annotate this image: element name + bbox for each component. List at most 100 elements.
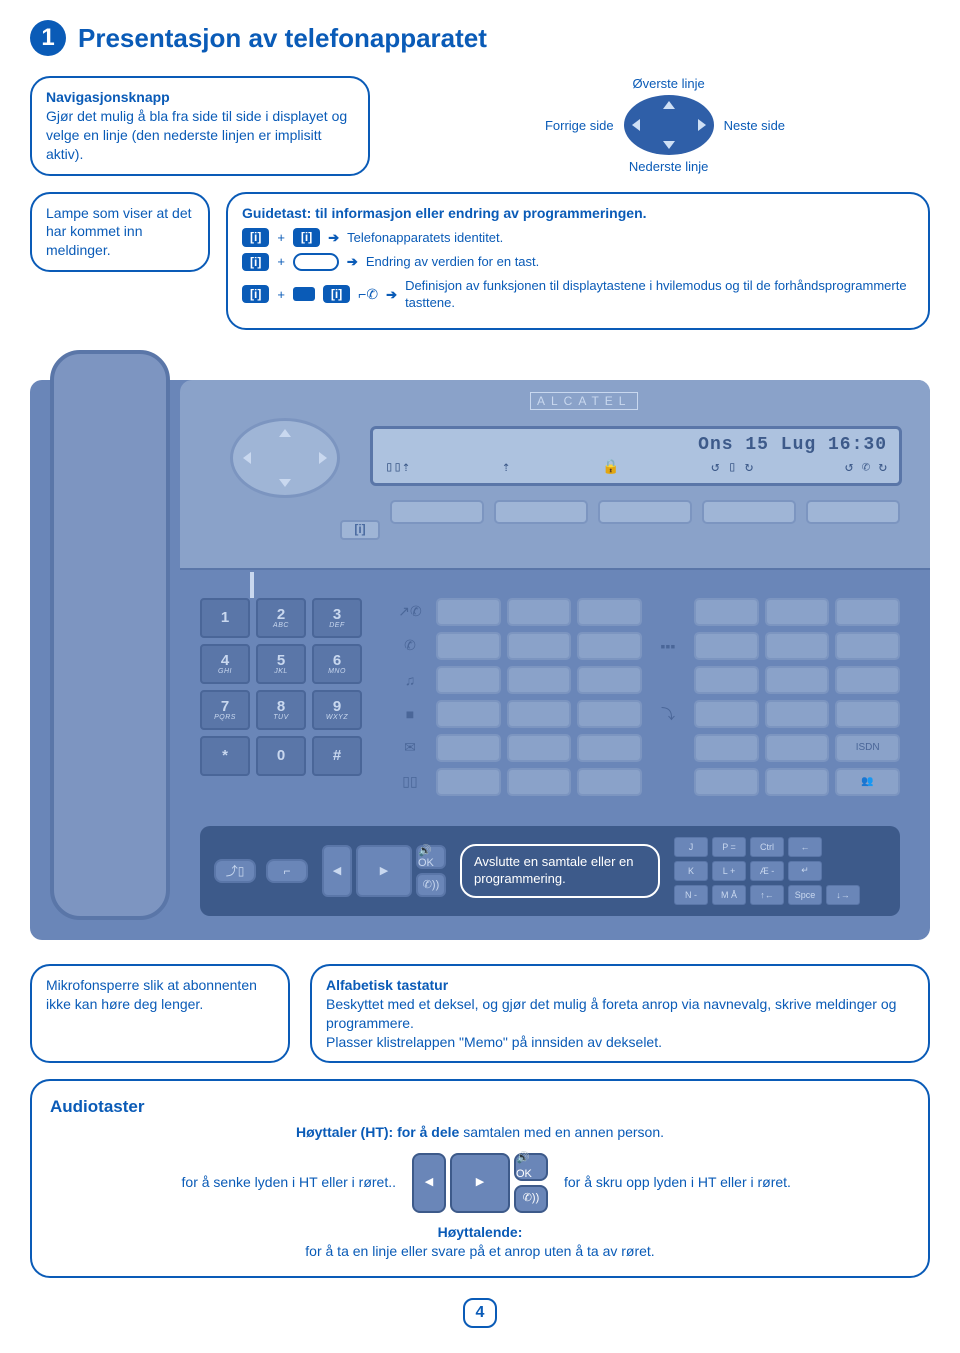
handsfree-key: ✆)) [416,873,446,897]
info-chip-icon: [i] [242,285,269,303]
guide-line-1-text: Telefonapparatets identitet. [347,229,503,247]
page-number: 4 [463,1298,497,1328]
nav-pad [230,418,340,498]
key-5: 5JKL [256,644,306,684]
audio-callout: Audiotaster Høyttaler (HT): for å dele s… [30,1079,930,1278]
info-key: [i] [340,520,380,540]
key-8: 8TUV [256,690,306,730]
info-chip-icon: [i] [323,285,350,303]
func-key [507,666,572,694]
alpha-key: N - [674,885,708,905]
vol-up-key: ▶ [356,845,412,897]
nav-callout-body: Gjør det mulig å bla fra side til side i… [46,107,354,164]
alpha-key: ← [788,837,822,857]
oval-key-icon [293,253,339,271]
numeric-keypad: 1 2ABC 3DEF 4GHI 5JKL 6MNO 7PQRS 8TUV 9W… [200,598,362,776]
alpha-key: K [674,861,708,881]
func-icon: ▯▯ [390,768,430,796]
func-key [765,768,830,796]
audio-row: for å senke lyden i HT eller i røret.. ◀… [50,1153,910,1213]
hf-body: for å ta en linje eller svare på et anro… [305,1243,654,1259]
alpha-key: ↑← [750,885,784,905]
mini-key-icon [293,287,315,301]
softkey [390,500,484,524]
end-call-heading: Avslutte en [474,854,538,869]
func-key [577,768,642,796]
handset [50,350,170,920]
func-key-isdn: ISDN [835,734,900,762]
arrow-icon: ➔ [328,229,339,247]
page-title-row: 1 Presentasjon av telefonapparatet [30,20,930,56]
func-key [436,700,501,728]
audio-left-text: for å senke lyden i HT eller i røret.. [166,1173,396,1193]
phone-illustration: ALCATEL Ons 15 Lug 16:30 ▯▯⇡ ⇡ 🔒 ↺ ▯ ↻ ↺… [30,350,930,940]
nav-label-left: Forrige side [545,118,614,133]
audio-diagram: ◀ 🔊 OK ▶ ✆)) [412,1153,548,1213]
func-key [507,768,572,796]
func-key [835,598,900,626]
speaker-ok-key: 🔊 OK [416,845,446,869]
alpha-key: Spce [788,885,822,905]
nav-callout: Navigasjonsknapp Gjør det mulig å bla fr… [30,76,370,176]
speaker-ok-icon: 🔊 OK [514,1153,548,1181]
func-key [507,632,572,660]
func-key [694,700,759,728]
alpha-key: Ctrl [750,837,784,857]
func-key [577,598,642,626]
func-icon: ⤵ [648,700,688,728]
ht-body: samtalen med en annen person. [463,1124,664,1140]
func-icon: ▪▪▪ [648,632,688,660]
softkeys-row [390,500,900,524]
hold-key: ⤴▯ [214,859,256,883]
nav-dpad-box: Øverste linje Forrige side Neste side Ne… [400,76,930,174]
func-key [694,734,759,762]
alpha-key: Æ - [750,861,784,881]
func-key [765,632,830,660]
guide-line-3: [i] + [i] ⌐✆ ➔ Definisjon av funksjonen … [242,277,914,312]
func-key [835,632,900,660]
ht-heading: Høyttaler (HT): for å dele [296,1124,459,1140]
func-key [765,734,830,762]
func-key [835,666,900,694]
func-key [694,632,759,660]
nav-label-top: Øverste linje [632,76,704,91]
func-key [577,700,642,728]
key-7: 7PQRS [200,690,250,730]
func-icon [648,734,688,762]
func-key [694,598,759,626]
handset-icon: ⌐✆ [358,285,378,304]
func-key [507,598,572,626]
func-key-people: 👥 [835,768,900,796]
func-icon: ■ [390,700,430,728]
function-key-grid: ↗✆ ✆ ▪▪▪ ♫ ■ ⤵ ✉ ISDN ▯▯ 👥 [390,598,900,796]
alpha-callout-body2: Plasser klistrelappen "Memo" på innsiden… [326,1033,914,1052]
func-key [694,666,759,694]
key-6: 6MNO [312,644,362,684]
key-4: 4GHI [200,644,250,684]
row-guide: Lampe som viser at det har kommet inn me… [30,192,930,330]
audio-callout-title: Audiotaster [50,1095,910,1119]
key-1: 1 [200,598,250,638]
title-badge: 1 [30,20,66,56]
vol-down-key: ◀ [322,845,352,897]
guide-callout-heading: Guidetast: til informasjon eller endring… [242,204,914,223]
message-lamp [250,572,254,598]
brand-label: ALCATEL [530,392,638,410]
end-call-callout: Avslutte en samtale eller en programmeri… [460,844,660,898]
nav-label-right: Neste side [724,118,785,133]
func-key [577,632,642,660]
softkey [598,500,692,524]
func-key [835,700,900,728]
display-screen: Ons 15 Lug 16:30 ▯▯⇡ ⇡ 🔒 ↺ ▯ ↻ ↺ ✆ ↻ [370,426,902,486]
title-text: Presentasjon av telefonapparatet [78,23,487,54]
alpha-keyboard: J P = Ctrl ← K L + Æ - ↵ N - M Å ↑← Spce… [674,837,860,905]
func-key [577,666,642,694]
func-key [765,666,830,694]
display-line2: ▯▯⇡ ⇡ 🔒 ↺ ▯ ↻ ↺ ✆ ↻ [385,459,887,476]
row-mic-alpha: Mikrofonsperre slik at abonnenten ikke k… [30,964,930,1064]
func-key [436,598,501,626]
alpha-callout-body: Beskyttet med et deksel, og gjør det mul… [326,995,914,1033]
func-key [765,598,830,626]
key-9: 9WXYZ [312,690,362,730]
func-key [694,768,759,796]
